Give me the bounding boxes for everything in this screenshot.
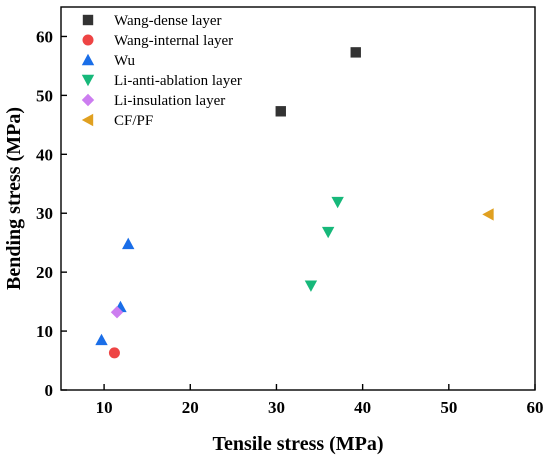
- axis-ticks: 10 20 30 40 50 60 0 10 20 30 40 50 60: [36, 27, 544, 417]
- y-tick-label: 60: [36, 27, 53, 46]
- y-axis-title: Bending stress (MPa): [3, 107, 25, 290]
- legend-label: Li-anti-ablation layer: [114, 73, 242, 89]
- data-point: [321, 226, 335, 239]
- x-tick-label: 50: [440, 398, 457, 417]
- y-tick-label: 40: [36, 145, 53, 164]
- legend-marker: [82, 14, 94, 26]
- x-tick-label: 60: [527, 398, 544, 417]
- x-axis-title: Tensile stress (MPa): [212, 433, 383, 455]
- legend-label: Wu: [114, 53, 136, 69]
- y-tick-label: 30: [36, 204, 53, 223]
- data-point: [482, 208, 494, 221]
- legend-label: Li-insulation layer: [114, 93, 225, 109]
- legend-marker: [81, 74, 95, 87]
- legend-marker: [81, 113, 94, 127]
- legend-marker: [81, 53, 95, 66]
- x-tick-label: 40: [354, 398, 371, 417]
- data-point: [275, 106, 286, 117]
- data-point: [95, 333, 108, 346]
- x-tick-label: 30: [268, 398, 285, 417]
- legend-marker: [82, 34, 94, 46]
- legend-label: Wang-internal layer: [114, 33, 233, 49]
- x-tick-label: 10: [96, 398, 113, 417]
- data-points: [95, 47, 494, 359]
- legend-marker: [81, 93, 95, 107]
- y-tick-label: 50: [36, 86, 53, 105]
- legend-label: CF/PF: [114, 113, 153, 129]
- data-point: [350, 47, 361, 58]
- x-tick-label: 20: [182, 398, 199, 417]
- y-tick-label: 20: [36, 263, 53, 282]
- y-tick-label: 0: [45, 381, 54, 400]
- y-tick-label: 10: [36, 322, 53, 341]
- legend: Wang-dense layer Wang-internal layer Wu Li-…: [81, 13, 242, 129]
- data-point: [331, 196, 344, 209]
- data-point: [108, 347, 120, 359]
- data-point: [122, 237, 135, 250]
- plot-frame: [60, 6, 536, 391]
- data-point: [304, 280, 318, 292]
- data-point: [110, 306, 124, 319]
- legend-label: Wang-dense layer: [114, 13, 222, 29]
